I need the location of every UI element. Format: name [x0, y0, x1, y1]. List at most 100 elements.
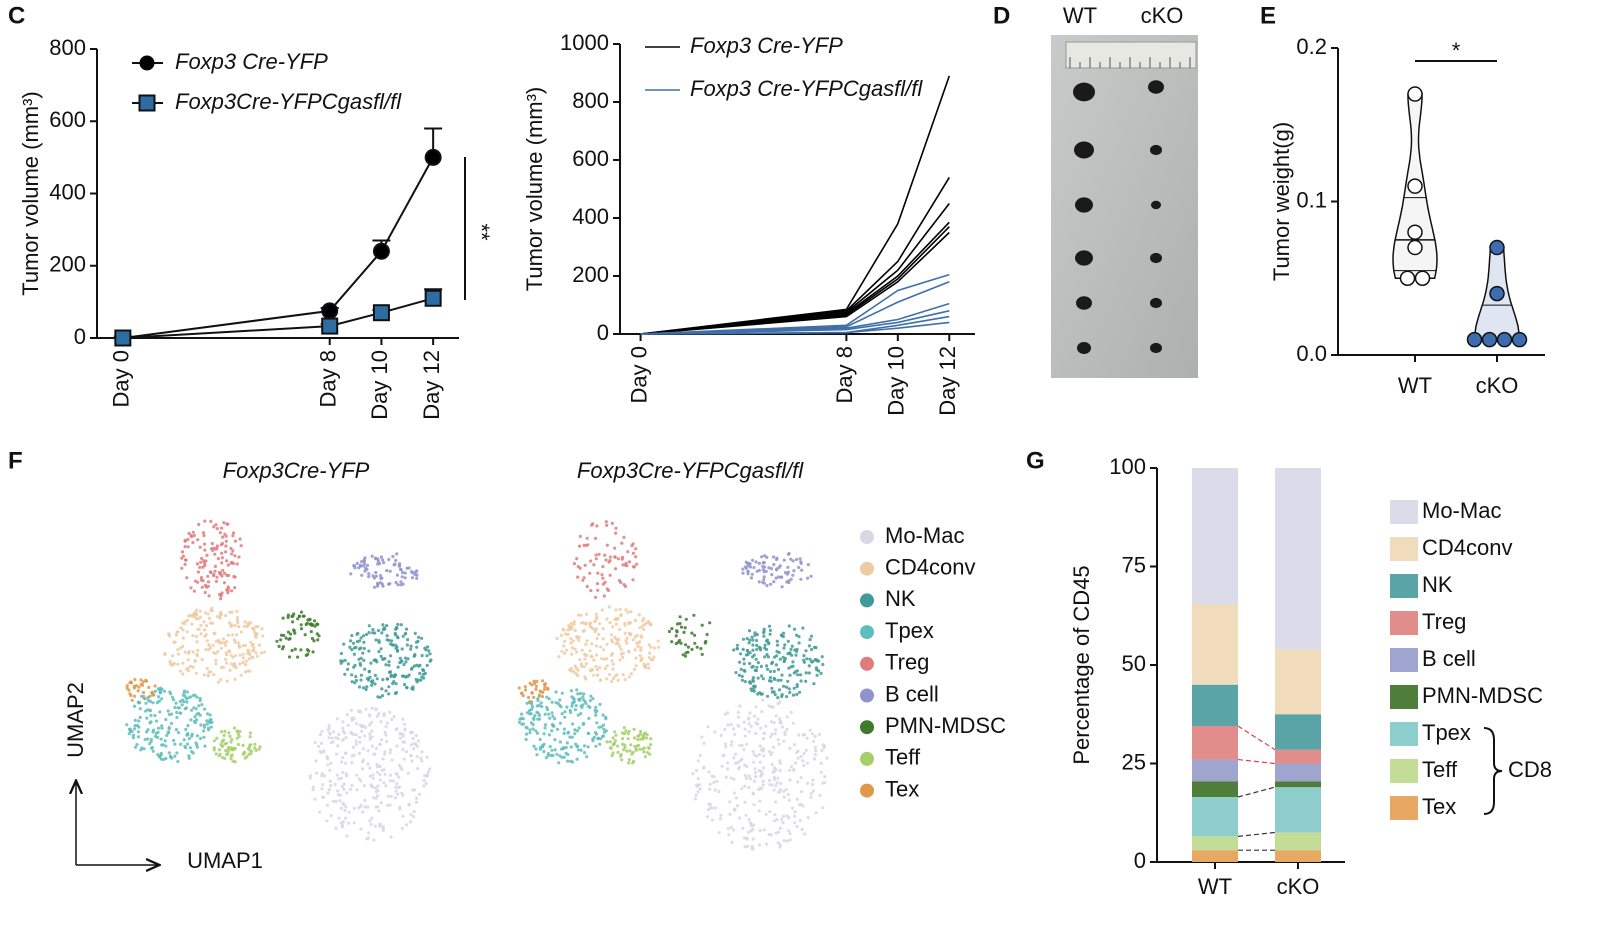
umap-point [747, 722, 751, 726]
umap-point [778, 761, 782, 765]
umap-point [197, 704, 201, 708]
umap-point [564, 751, 568, 755]
umap-point [786, 639, 790, 644]
umap-point [629, 610, 633, 614]
panel-letter: F [8, 447, 23, 474]
umap-point [530, 705, 535, 709]
umap-point [354, 722, 359, 726]
umap-point [741, 826, 745, 830]
umap-point [646, 751, 650, 755]
umap-point [387, 692, 391, 696]
umap-point [200, 556, 204, 561]
legend-label: B cell [1422, 646, 1476, 671]
bar-segment [1275, 832, 1321, 851]
umap-point [749, 687, 753, 691]
umap-point [414, 677, 418, 682]
umap-point [765, 638, 770, 642]
umap-point [775, 781, 779, 785]
umap-point [212, 746, 216, 750]
umap-point [212, 572, 216, 577]
umap-point [391, 779, 395, 783]
umap-point [698, 783, 702, 787]
umap-point [199, 560, 203, 564]
umap-point [581, 578, 585, 582]
umap-point [813, 757, 817, 761]
umap-point [614, 733, 618, 737]
umap-point [794, 653, 798, 657]
umap-point [622, 535, 626, 540]
umap-point [708, 621, 712, 625]
series-line [122, 156, 434, 339]
umap-point [726, 761, 730, 765]
umap-point [189, 534, 193, 538]
umap-point [187, 754, 191, 758]
umap-point [608, 740, 612, 744]
umap-point [696, 790, 700, 794]
umap-point [198, 615, 203, 619]
umap-point [761, 779, 765, 784]
bar-segment [1192, 836, 1238, 851]
umap-point [229, 757, 233, 761]
umap-point [180, 703, 184, 707]
umap-point [345, 834, 349, 838]
umap-point [389, 748, 393, 752]
umap-point [374, 790, 378, 794]
umap-point [590, 626, 594, 630]
umap-point [758, 829, 762, 833]
umap-point [802, 660, 807, 664]
umap-point [190, 622, 194, 626]
umap-point [181, 554, 185, 558]
umap-point [153, 734, 158, 739]
umap-point [620, 737, 625, 741]
x-tick-label: Day 10 [884, 346, 909, 416]
umap-point [406, 657, 410, 661]
y-tick-label: 100 [1109, 454, 1146, 479]
umap-point [189, 695, 193, 699]
umap-point [627, 729, 631, 733]
umap-point [555, 636, 559, 641]
umap-point [420, 759, 424, 763]
umap-point [686, 645, 691, 649]
umap-point [646, 662, 650, 666]
umap-point [390, 643, 394, 647]
umap-point [130, 698, 134, 702]
umap-point [398, 656, 402, 660]
umap-point [233, 539, 237, 543]
umap-point [535, 753, 539, 757]
umap-point [767, 749, 771, 754]
umap-point [167, 633, 171, 637]
umap-point [225, 661, 229, 665]
legend-marker [860, 783, 874, 798]
umap-point [776, 738, 780, 742]
umap-point [636, 738, 640, 742]
umap-point [754, 669, 759, 673]
umap-point [693, 641, 697, 645]
umap-point [333, 782, 337, 787]
umap-point [796, 756, 800, 760]
umap-point [754, 771, 758, 775]
umap-point [195, 695, 199, 699]
umap-point [791, 721, 795, 725]
umap-point [736, 767, 741, 771]
umap-point [420, 636, 424, 640]
umap-point [203, 744, 207, 748]
umap-point [823, 775, 827, 779]
umap-point [176, 662, 180, 666]
umap-point [388, 751, 392, 755]
umap-point [674, 642, 678, 646]
umap-point [805, 781, 810, 786]
umap-point [397, 564, 402, 568]
umap-point [215, 527, 219, 531]
umap-point [374, 574, 378, 578]
umap-point [254, 635, 258, 639]
umap-point [745, 648, 750, 652]
umap-point [634, 664, 638, 668]
umap-point [175, 751, 179, 755]
umap-point [282, 633, 286, 638]
umap-point [181, 644, 185, 649]
umap-point [401, 571, 405, 575]
legend-label: NK [1422, 572, 1453, 597]
umap-point [402, 662, 406, 667]
umap-point [656, 639, 660, 643]
umap-point [809, 792, 813, 796]
